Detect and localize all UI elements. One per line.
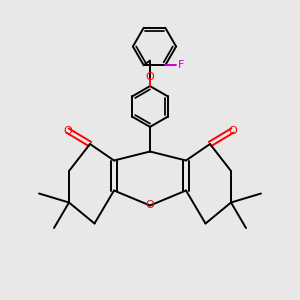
Text: O: O: [63, 125, 72, 136]
Text: O: O: [228, 125, 237, 136]
Text: F: F: [178, 60, 184, 70]
Text: O: O: [146, 72, 154, 82]
Text: O: O: [146, 200, 154, 211]
